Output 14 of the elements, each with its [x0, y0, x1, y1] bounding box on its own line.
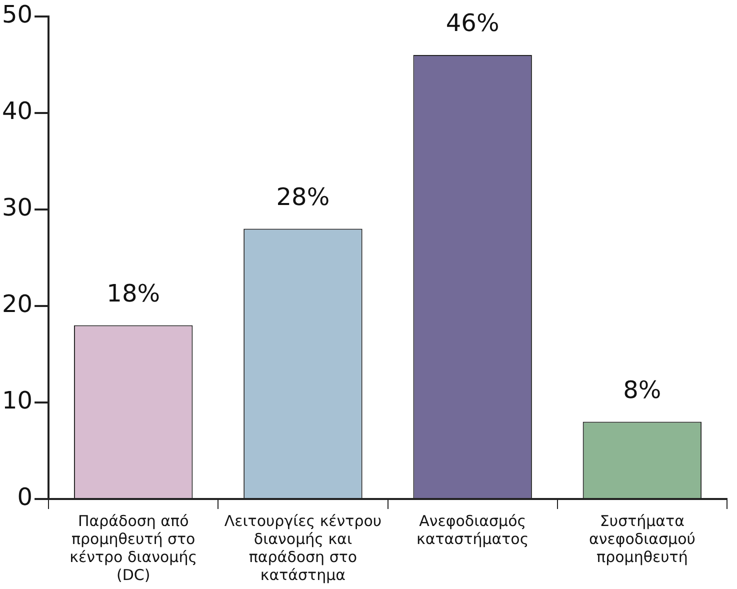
y-tick-label: 20 — [2, 290, 33, 318]
y-tick-label: 10 — [2, 386, 33, 415]
y-tick-label: 50 — [2, 0, 33, 29]
data-label: 18% — [106, 280, 160, 308]
y-tick-label: 0 — [17, 483, 33, 512]
x-tick-label: Συστήματα ανεφοδιασμού προμηθευτή — [588, 512, 696, 566]
y-tick-label: 30 — [2, 194, 33, 222]
x-tick-label: Ανεφοδιασμός καταστήματος — [416, 512, 529, 548]
x-tick-label: Λειτουργίες κέντρου διανομής και παράδοση στο κατάστημα — [224, 512, 382, 584]
data-label: 46% — [446, 9, 500, 38]
y-tick-label: 40 — [2, 97, 33, 126]
x-tick-label: Παράδοση από προμηθευτή στο κέντρο διανομής (DC) — [70, 512, 198, 584]
data-label: 8% — [623, 376, 662, 404]
data-label: 28% — [276, 182, 330, 211]
